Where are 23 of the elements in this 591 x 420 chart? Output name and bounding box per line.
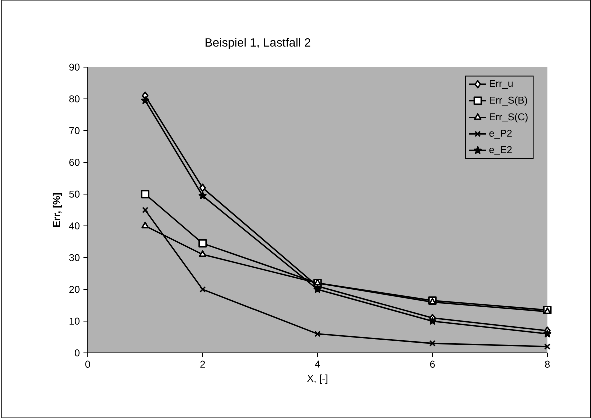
y-tick-label: 10 [70,318,80,325]
y-tick-label: 70 [70,127,80,134]
x-tick-label: 4 [315,360,320,368]
x-tick-label: 2 [200,360,206,368]
legend-label: Err_S(C) [490,113,528,123]
chart-title: Beispiel 1, Lastfall 2 [206,38,311,50]
y-tick-label: 90 [70,64,80,71]
y-tick-label: 80 [70,96,80,103]
x-tick-label: 0 [86,360,90,368]
y-tick-label: 30 [69,254,80,262]
legend-label: Err_S(B) [490,96,528,106]
legend-label: e_P2 [490,130,512,139]
y-tick-label: 40 [69,222,80,230]
legend-label: Err_u [490,80,513,90]
y-tick-label: 50 [70,190,80,198]
legend-label: e_E2 [490,146,512,156]
y-axis-title: Err, [%] [52,193,62,227]
x-tick-label: 8 [545,360,550,368]
x-axis-title: X, [-] [307,374,328,384]
y-tick-label: 60 [70,159,80,166]
y-tick-label: 0 [75,350,80,357]
x-tick-label: 6 [430,360,436,368]
y-tick-label: 20 [70,286,80,294]
